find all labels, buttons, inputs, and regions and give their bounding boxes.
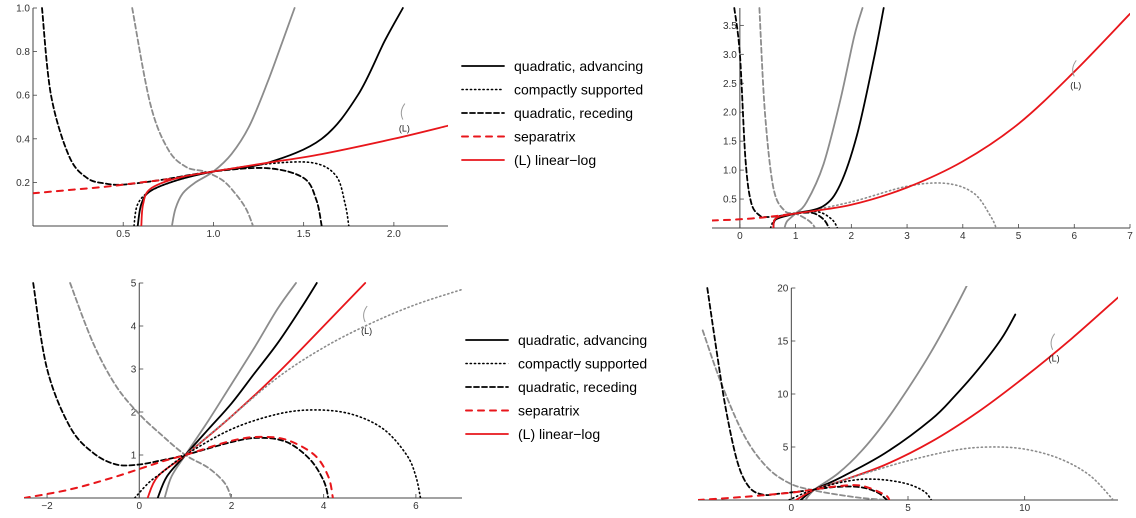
series-line-gray-solid: [171, 7, 296, 226]
y-tick-label: 1.0: [723, 166, 737, 177]
annotation-label: (L): [361, 326, 372, 336]
series-line-red-solid: [140, 124, 448, 226]
annotation-label: (L): [1049, 354, 1060, 364]
series-line-gray-solid: [163, 282, 297, 498]
y-tick-label: 3.0: [723, 50, 737, 61]
x-tick-label: 1.0: [206, 229, 220, 240]
y-tick-label: 5: [783, 443, 789, 454]
series-line-black-dashed: [733, 7, 830, 228]
series-line-black-solid: [136, 7, 404, 226]
annotation-leader: [1050, 333, 1056, 350]
x-tick-label: 7: [1127, 231, 1133, 242]
series-line-black-dotted: [133, 161, 350, 226]
legend-bottom: quadratic, advancing compactly supported q…: [465, 332, 647, 442]
series-line-gray-dashed: [131, 7, 254, 226]
legend-label: (L) linear−log: [514, 152, 596, 168]
y-tick-label: 3.5: [723, 21, 737, 32]
series-line-black-dashed: [706, 287, 888, 500]
x-tick-label: 1: [793, 231, 799, 242]
x-tick-label: 1.5: [297, 229, 311, 240]
legend-label: separatrix: [518, 403, 579, 419]
series-line-gray-dotted: [813, 446, 1115, 500]
y-tick-label: 0.5: [723, 195, 737, 206]
series-line-black-dashed: [32, 282, 330, 498]
x-tick-label: −2: [41, 501, 53, 512]
y-tick-label: 1.0: [16, 4, 30, 15]
plot-panel-top-right: 0 1 2 3 4 5 6 7 0.5 1.0 1.5 2.0 2.5 3.0 3.5 (L): [712, 7, 1133, 242]
x-tick-label: 0.5: [116, 229, 130, 240]
annotation-leader: [363, 305, 368, 323]
legend-label: (L) linear−log: [518, 426, 600, 442]
y-tick-label: 0.2: [16, 178, 30, 189]
legend-label: compactly supported: [518, 356, 647, 372]
x-tick-label: 2: [849, 231, 855, 242]
y-tick-label: 3: [131, 365, 137, 376]
plot-panel-bottom-left: −2 0 2 4 6 1 2 3 4 5 (L): [24, 279, 462, 512]
y-tick-label: 0.8: [16, 47, 30, 58]
legend-label: quadratic, advancing: [518, 332, 647, 348]
series-line-red-solid: [772, 12, 1130, 228]
x-tick-label: 5: [1016, 231, 1022, 242]
legend-label: quadratic, receding: [518, 379, 637, 395]
x-tick-label: 4: [321, 501, 327, 512]
plot-panel-top-left: 0.5 1.0 1.5 2.0 0.2 0.4 0.6 0.8 1.0 (L): [16, 4, 448, 240]
y-tick-label: 5: [131, 279, 137, 290]
y-tick-label: 10: [777, 390, 789, 401]
y-tick-label: 2.5: [723, 79, 737, 90]
x-tick-label: 10: [1019, 503, 1031, 514]
y-tick-label: 15: [777, 337, 789, 348]
y-tick-label: 2: [131, 408, 137, 419]
series-line-gray-dashed: [758, 7, 816, 228]
legend-label: quadratic, advancing: [514, 58, 643, 74]
y-tick-label: 1.5: [723, 137, 737, 148]
series-line-black-dotted: [133, 409, 422, 498]
series-line-red-dashed: [24, 435, 334, 498]
legend-top: quadratic, advancing compactly supported q…: [461, 58, 643, 168]
annotation-label: (L): [1070, 80, 1081, 90]
legend-label: separatrix: [514, 129, 575, 145]
x-tick-label: 6: [1071, 231, 1077, 242]
series-line-red-solid: [146, 282, 367, 498]
x-tick-label: 4: [960, 231, 966, 242]
y-tick-label: 0.6: [16, 91, 30, 102]
plot-panel-bottom-right: 0 5 10 5 10 15 20 (L): [698, 284, 1118, 514]
x-tick-label: 6: [413, 501, 419, 512]
series-line-black-solid: [799, 313, 1017, 500]
series-line-gray-dashed: [69, 282, 233, 498]
series-line-gray-solid: [783, 7, 864, 228]
legend-label: compactly supported: [514, 82, 643, 98]
x-tick-label: 0: [136, 501, 142, 512]
y-tick-label: 0.4: [16, 134, 30, 145]
x-tick-label: 0: [789, 503, 795, 514]
annotation-leader: [400, 103, 406, 120]
series-line-black-solid: [156, 282, 318, 498]
y-tick-label: 20: [777, 284, 789, 295]
y-tick-label: 2.0: [723, 108, 737, 119]
y-tick-label: 1: [131, 451, 137, 462]
series-line-gray-dashed: [701, 329, 886, 500]
series-line-black-dotted: [788, 478, 933, 500]
annotation-leader: [1072, 60, 1077, 77]
series-line-black-solid: [772, 7, 885, 228]
series-line-gray-solid: [804, 286, 968, 500]
series-line-red-solid: [795, 296, 1118, 500]
x-tick-label: 5: [905, 503, 911, 514]
x-tick-label: 2.0: [387, 229, 401, 240]
x-tick-label: 0: [737, 231, 743, 242]
y-tick-label: 4: [131, 322, 137, 333]
annotation-label: (L): [399, 124, 410, 134]
legend-label: quadratic, receding: [514, 105, 633, 121]
x-tick-label: 3: [904, 231, 910, 242]
x-tick-label: 2: [229, 501, 235, 512]
series-line-red-dashed: [698, 484, 891, 500]
series-line-gray-dotted: [184, 288, 462, 456]
